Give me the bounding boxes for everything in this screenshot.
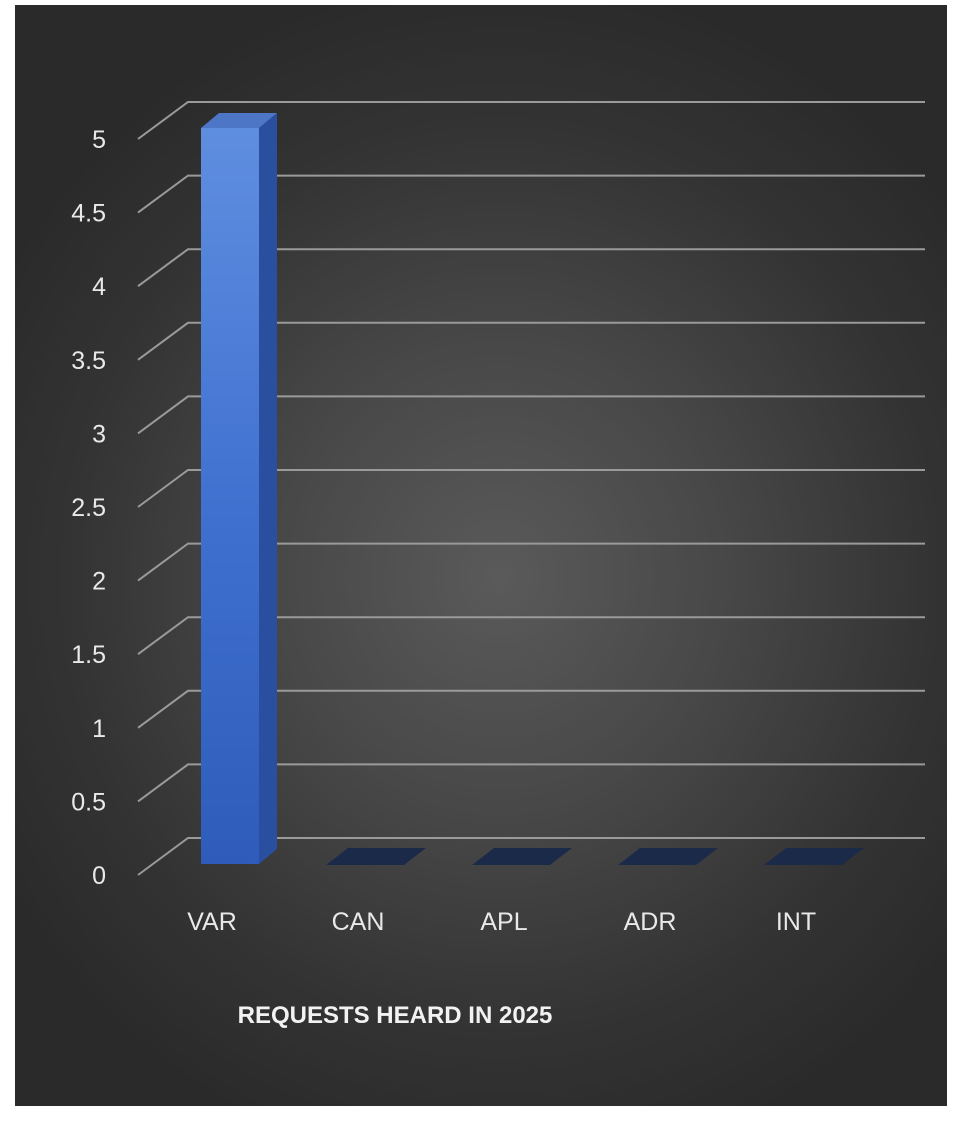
bar-zero-face (472, 848, 572, 865)
gridline (137, 763, 925, 803)
x-tick-label: ADR (624, 908, 677, 936)
y-tick-label: 2 (92, 568, 106, 596)
y-tick-label: 5 (92, 126, 106, 154)
y-tick-label: 4.5 (71, 200, 106, 228)
bar-int (764, 848, 864, 865)
y-tick-label: 0 (92, 862, 106, 890)
x-tick-label: VAR (187, 908, 237, 936)
gridline (137, 542, 925, 582)
gridline (137, 616, 925, 656)
x-tick-label: CAN (332, 908, 385, 936)
bar-zero-face (618, 848, 718, 865)
bar-side-face (259, 113, 277, 864)
bar-apl (472, 848, 572, 865)
bar-adr (618, 848, 718, 865)
gridline (137, 174, 925, 214)
bar-zero-face (326, 848, 426, 865)
y-tick-label: 3.5 (71, 347, 106, 375)
gridline (137, 101, 925, 140)
bar-top-face (201, 113, 277, 128)
y-tick-label: 3 (92, 420, 106, 448)
y-tick-label: 1 (92, 715, 106, 743)
bar-var (201, 113, 277, 864)
y-tick-label: 1.5 (71, 641, 106, 669)
gridline (137, 837, 925, 876)
y-tick-label: 0.5 (71, 788, 106, 816)
gridlines (137, 101, 925, 876)
bar-front-face (201, 128, 259, 864)
y-axis-tick-labels: 0 0.5 1 1.5 2 2.5 3 3.5 4 4.5 5 (71, 126, 106, 890)
y-tick-label: 4 (92, 273, 106, 301)
x-tick-label: APL (480, 908, 527, 936)
bars (201, 113, 864, 865)
x-tick-label: INT (776, 908, 816, 936)
gridline (137, 469, 925, 508)
bar-zero-face (764, 848, 864, 865)
gridline (137, 689, 925, 729)
bar-can (326, 848, 426, 865)
gridline (137, 395, 925, 435)
chart-title: REQUESTS HEARD IN 2025 (238, 1002, 553, 1029)
gridline (137, 321, 925, 361)
gridline (137, 248, 925, 288)
x-axis-category-labels: VAR CAN APL ADR INT (187, 908, 816, 936)
y-tick-label: 2.5 (71, 494, 106, 522)
